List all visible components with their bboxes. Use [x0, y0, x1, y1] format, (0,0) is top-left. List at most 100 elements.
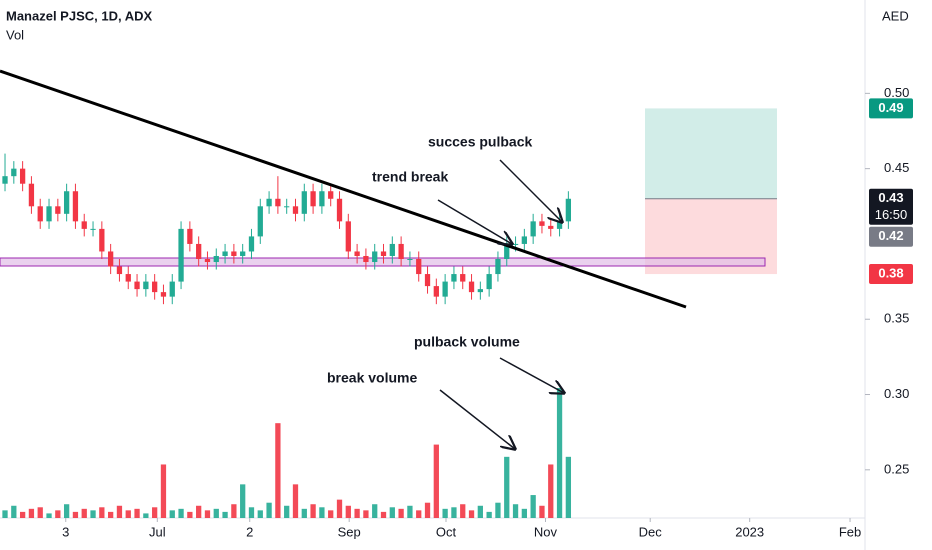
volume-bar: [231, 504, 237, 518]
price-label-bg: [869, 264, 913, 285]
volume-bar: [81, 508, 87, 518]
volume-bar: [63, 504, 70, 518]
volume-bar: [328, 510, 334, 518]
arrow: [499, 159, 562, 222]
volume-bar: [565, 456, 572, 518]
candle-body: [416, 259, 422, 275]
volume-bar: [37, 507, 43, 518]
candle-body: [328, 191, 334, 199]
volume-bar: [160, 464, 167, 518]
candle-body: [354, 251, 360, 256]
candle-body: [222, 251, 228, 256]
volume-bar: [11, 505, 17, 518]
y-tick-label: 0.25: [884, 461, 909, 476]
volume-bar: [424, 502, 431, 518]
candle-body: [319, 191, 325, 207]
price-label-bg: [869, 188, 913, 225]
volume-bar: [2, 510, 8, 518]
volume-bar: [433, 444, 439, 518]
arrow: [439, 389, 515, 449]
candle-body: [363, 255, 369, 263]
candle-body: [2, 176, 8, 184]
countdown: 16:50: [875, 207, 908, 222]
volume-bar: [169, 510, 175, 518]
y-tick-label: 0.35: [884, 311, 909, 326]
volume-bar: [451, 507, 457, 518]
x-tick-label: 3: [62, 524, 69, 539]
candle-body: [240, 251, 246, 256]
volume-bar: [28, 508, 35, 518]
volume-bar: [495, 502, 501, 518]
volume-bar: [134, 508, 140, 518]
volume-bar: [389, 507, 395, 518]
candle-body: [504, 243, 510, 259]
candle-body: [468, 281, 475, 293]
candle-body: [292, 206, 299, 214]
candle-body: [11, 168, 17, 177]
volume-bar: [363, 510, 369, 518]
candle-body: [28, 183, 35, 207]
x-tick-label: Dec: [639, 524, 663, 539]
volume-bar: [460, 504, 466, 518]
candle-body: [178, 228, 184, 282]
candle-body: [433, 286, 439, 297]
candle-body: [477, 289, 483, 293]
volume-bar: [248, 507, 255, 518]
candle-body: [539, 221, 545, 226]
volume-bar: [548, 464, 554, 518]
candles: [2, 153, 572, 305]
volume-bar: [486, 511, 492, 518]
volume-bar: [125, 510, 131, 518]
volume-bar: [204, 510, 211, 518]
candle-body: [257, 206, 263, 237]
volume-bar: [99, 507, 105, 518]
volume-bar: [398, 508, 404, 518]
candle-body: [372, 251, 378, 263]
candle-body: [310, 191, 316, 207]
volume-bar: [152, 507, 158, 518]
volume-bar: [407, 505, 413, 518]
volume-bar: [55, 510, 61, 518]
volume-bar: [178, 508, 184, 518]
candle-body: [204, 259, 211, 263]
candle-body: [134, 281, 140, 290]
candle-body: [213, 255, 219, 263]
annotation: succes pulback: [428, 134, 532, 150]
candle-body: [556, 221, 563, 229]
volume-bar: [116, 505, 123, 518]
candle-body: [37, 206, 43, 222]
candle-body: [389, 243, 395, 256]
price-label: 0.38: [878, 265, 903, 280]
volume-bar: [556, 388, 563, 518]
candle-body: [512, 243, 519, 245]
candle-body: [160, 292, 167, 297]
x-tick-label: Nov: [534, 524, 558, 539]
candle-body: [99, 228, 105, 252]
candle-body: [460, 274, 466, 282]
volume-bar: [275, 423, 281, 518]
volume-bar: [372, 504, 378, 518]
x-tick-label: Oct: [436, 524, 457, 539]
volume-bar: [416, 510, 422, 518]
position-box: [645, 108, 777, 275]
volume-bar: [143, 513, 149, 518]
candle-body: [495, 259, 501, 275]
candle-body: [116, 266, 123, 275]
volume-bar: [266, 502, 272, 518]
candle-body: [266, 198, 272, 207]
volume-bar: [187, 511, 193, 518]
candle-body: [248, 236, 255, 252]
trend-line: [0, 69, 687, 309]
currency: AED: [882, 8, 909, 23]
candle-body: [143, 281, 149, 290]
candle-body: [451, 274, 457, 282]
candle-body: [345, 221, 351, 252]
volume-bar: [530, 495, 536, 518]
candle-body: [90, 228, 96, 230]
y-tick-label: 0.45: [884, 160, 909, 175]
x-tick-label: Jul: [149, 524, 166, 539]
price-label: 0.42: [878, 228, 903, 243]
price-label-bg: [869, 98, 913, 119]
volume-bar: [468, 510, 475, 518]
